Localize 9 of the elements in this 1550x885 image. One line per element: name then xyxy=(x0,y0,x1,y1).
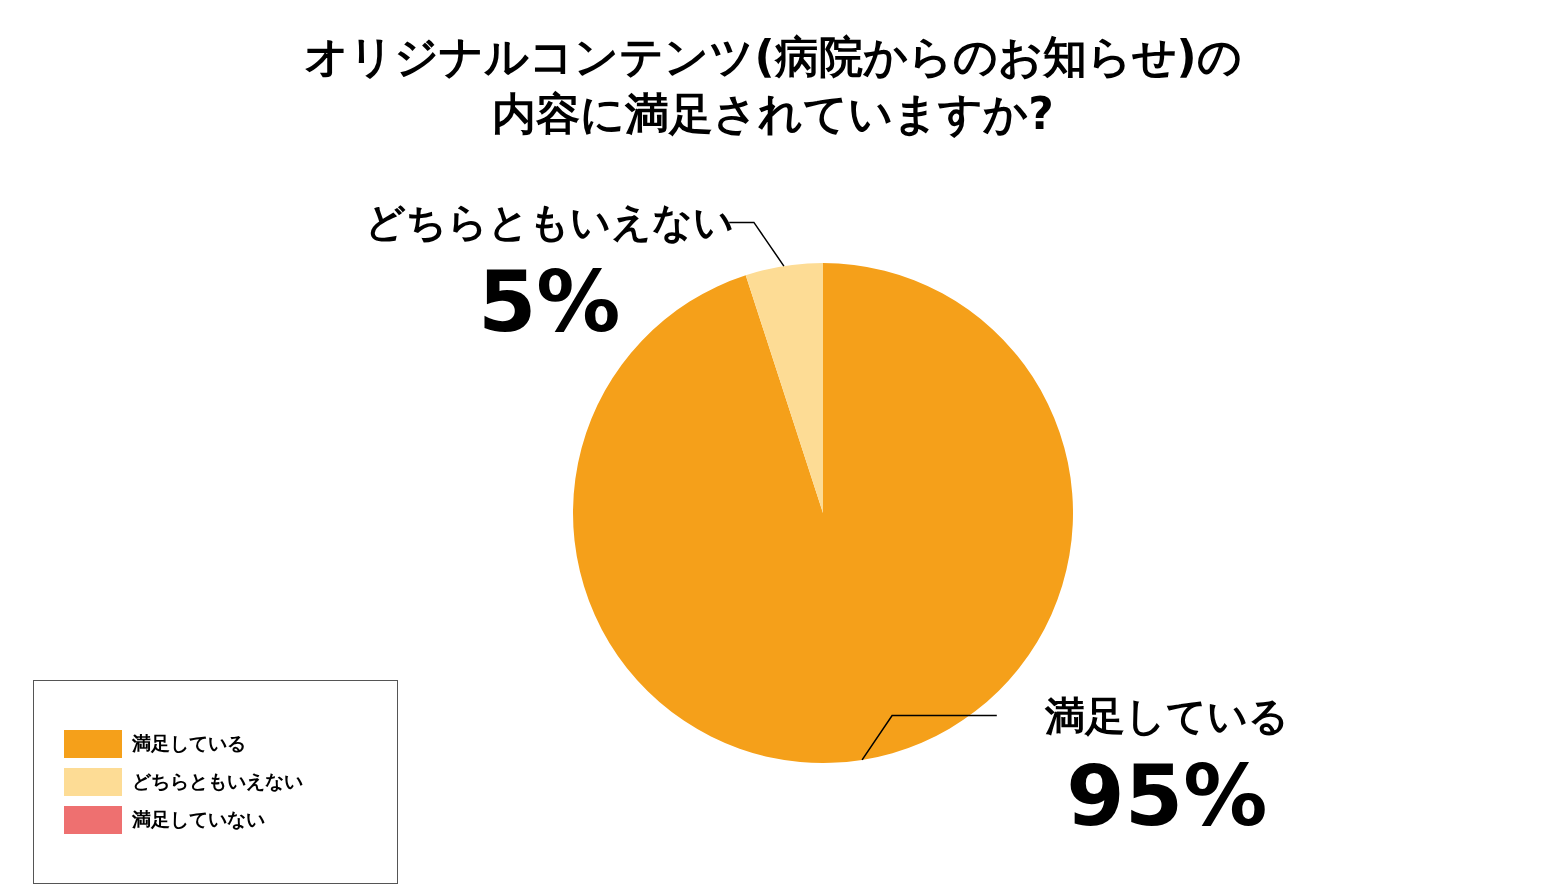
pie-slice xyxy=(745,263,823,513)
data-label: 95% xyxy=(1066,746,1268,845)
legend-label: 満足していない xyxy=(132,807,265,832)
legend-label: 満足している xyxy=(132,731,246,756)
data-label: 5% xyxy=(477,253,621,352)
chart-title: オリジナルコンテンツ(病院からのお知らせ)の内容に満足されていますか? xyxy=(303,30,1243,142)
legend-label: どちらともいえない xyxy=(132,769,303,794)
slice-label: どちらともいえない xyxy=(364,199,734,246)
slice-label: 満足している xyxy=(1043,692,1289,739)
